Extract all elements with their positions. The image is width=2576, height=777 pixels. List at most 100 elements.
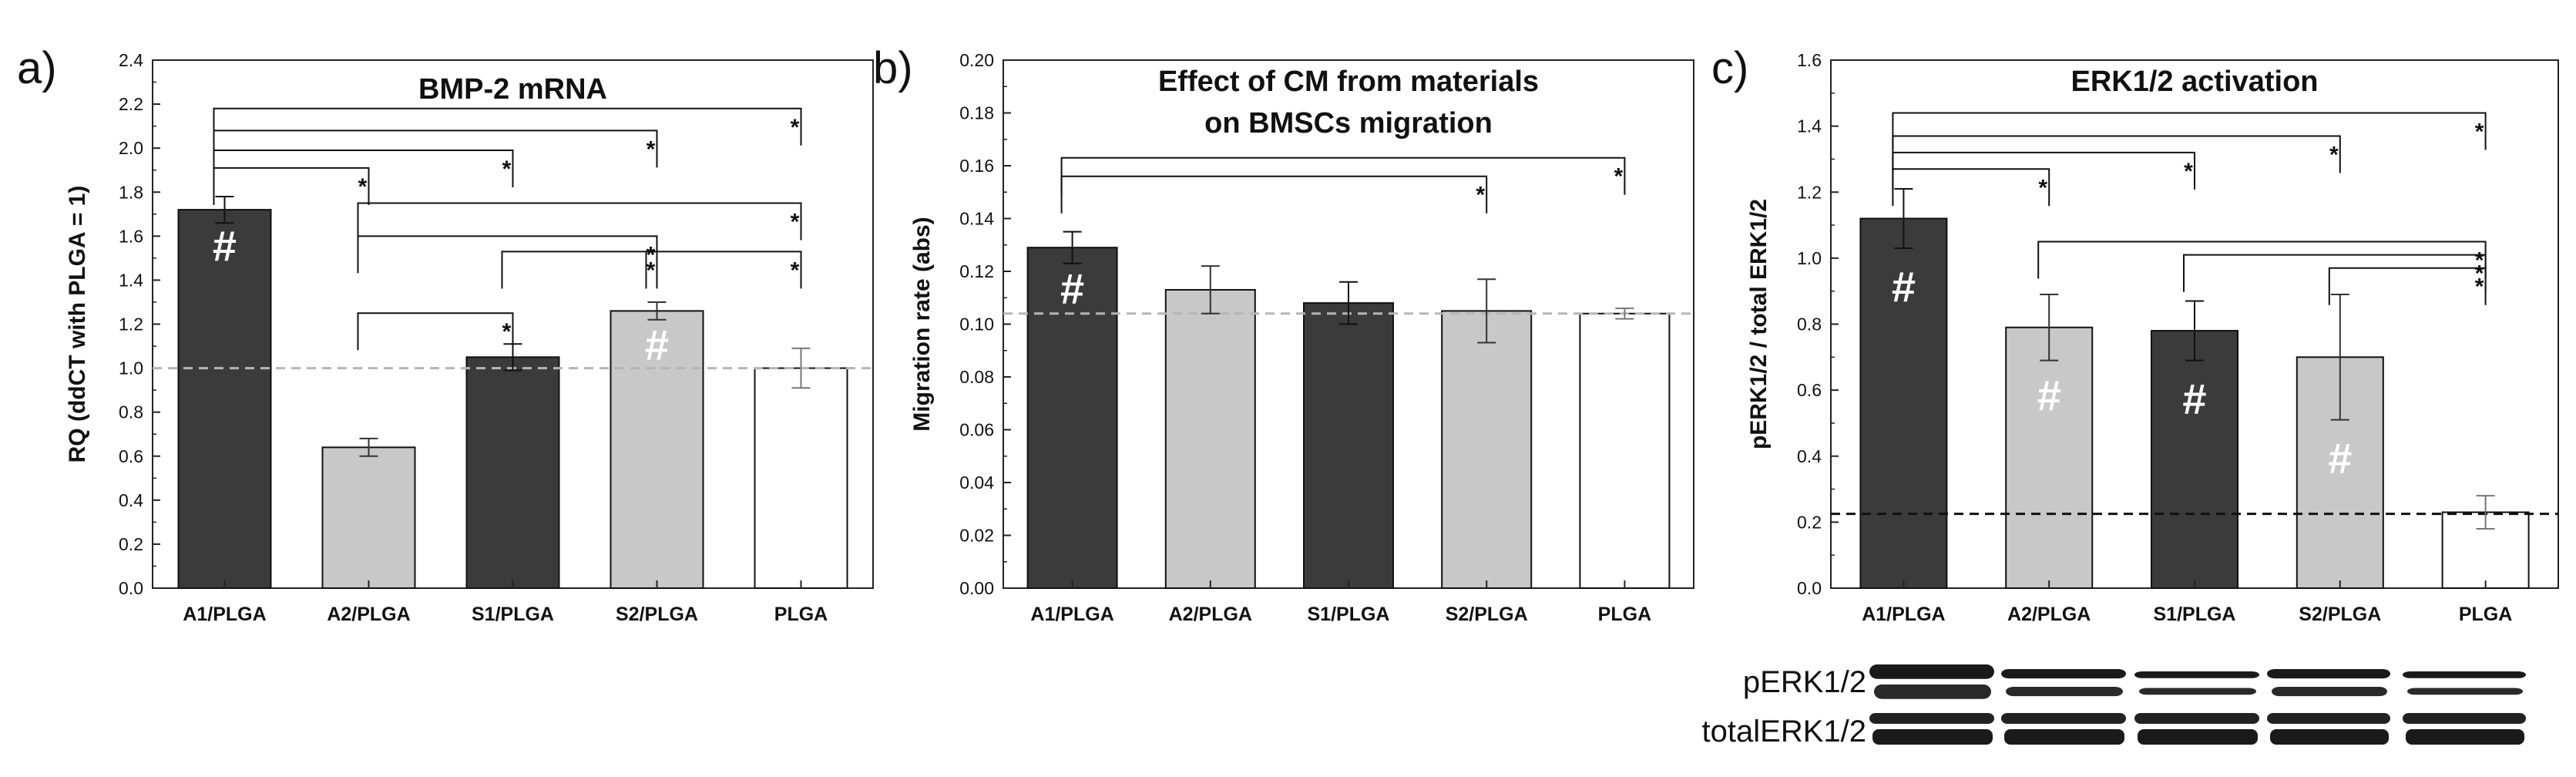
y-tick-label: 0.6 [119,446,143,466]
hash-mark: # [645,321,669,369]
y-tick-label: 1.2 [1797,182,1822,202]
blot-band [2139,688,2256,695]
blot-band [2403,671,2526,678]
x-tick-label: A2/PLGA [2007,604,2091,625]
y-tick-label: 2.0 [119,138,143,158]
bar [1164,288,1256,589]
y-tick-label: 2.2 [119,94,143,114]
hash-mark: # [1060,264,1084,313]
significance-bracket [213,130,658,168]
y-tick-label: 1.0 [1797,248,1822,268]
y-tick-label: 0.06 [959,420,994,440]
significance-bracket [1892,112,2487,150]
bar [754,367,848,589]
y-tick-label: 0.4 [1797,446,1822,466]
western-blot: pERK1/2 totalERK1/2 [1702,664,2526,748]
significance-bracket [213,150,514,188]
bar [2151,330,2238,589]
blot-band [2270,729,2389,745]
significance-star: * [647,257,656,283]
blot-band [2267,669,2390,679]
significance-star: * [791,210,800,235]
y-tick-label: 0.8 [119,402,143,422]
significance-star: * [2475,274,2484,300]
blot-band [2006,687,2123,697]
blot-band [2407,688,2523,695]
y-tick-label: 0.0 [119,578,143,598]
bar [1441,310,1533,589]
y-tick-label: 0.0 [1797,578,1822,598]
y-tick-label: 0.6 [1797,380,1822,400]
significance-bracket [2183,254,2487,292]
y-tick-label: 0.2 [1797,512,1822,532]
x-tick-label: S1/PLGA [1308,604,1390,625]
chart-title: ERK1/2 activation [2071,66,2319,98]
x-tick-label: S1/PLGA [2154,604,2236,625]
x-tick-label: PLGA [1598,604,1651,625]
bar [1026,247,1118,589]
significance-bracket [1060,175,1488,214]
x-tick-label: S1/PLGA [472,604,554,625]
panel-0: a) 0.0 0.2 0.4 0.6 0.8 1.0 1.2 1.4 1.6 1.8 2.0 2.2 2.… [17,43,874,625]
panel-1: b) 0.00 0.02 0.04 0.06 0.08 0.10 0.12 0.14 0.16 0.… [873,43,1694,625]
blot-band [2406,729,2524,745]
significance-star: * [502,319,512,345]
significance-star: * [2038,175,2047,200]
blot-label-total: totalERK1/2 [1702,715,1866,748]
x-tick-label: S2/PLGA [2299,604,2381,625]
significance-star: * [502,156,512,182]
significance-star: * [2184,159,2193,184]
hash-mark: # [2182,375,2206,423]
y-tick-label: 0.04 [959,473,994,493]
blot-band [2004,729,2124,745]
blot-band [1874,684,1991,699]
y-tick-label: 1.6 [119,226,143,246]
significance-bracket [213,107,802,146]
bar [1579,312,1671,589]
x-tick-label: PLGA [2459,604,2512,625]
bar [1303,302,1394,589]
hash-mark: # [2328,434,2352,483]
significance-star: * [647,242,656,267]
x-tick-label: S2/PLGA [1446,604,1528,625]
y-axis-label: Migration rate (abs) [909,217,935,431]
bar [610,310,704,589]
significance-bracket [1892,135,2341,173]
bar [2005,326,2094,589]
y-tick-label: 0.00 [959,578,994,598]
significance-bracket [1060,156,1626,195]
y-tick-label: 0.4 [119,490,143,510]
y-tick-label: 0.08 [959,367,994,387]
y-tick-label: 1.6 [1797,50,1822,70]
bar [465,356,560,589]
significance-bracket [501,251,658,289]
y-tick-label: 0.16 [959,156,994,176]
significance-star: * [647,136,656,162]
panel-2: c) 0.0 0.2 0.4 0.6 0.8 1.0 1.2 1.4 1.6 pERK1/2 / t… [1711,43,2559,625]
significance-star: * [2475,119,2484,145]
bar [321,446,416,589]
blot-label-perk: pERK1/2 [1743,665,1866,699]
x-tick-label: A2/PLGA [1169,604,1252,625]
x-tick-label: A2/PLGA [327,604,410,625]
x-tick-label: PLGA [774,604,828,625]
x-tick-label: A1/PLGA [1030,604,1113,625]
chart-title: BMP-2 mRNA [418,73,607,106]
y-tick-label: 1.4 [1797,116,1822,136]
x-tick-label: S2/PLGA [616,604,698,625]
y-tick-label: 1.2 [119,314,143,335]
blot-band [2134,671,2259,678]
hash-mark: # [1892,262,1916,311]
blot-band [2138,729,2258,745]
significance-star: * [2329,142,2339,167]
y-tick-label: 0.2 [119,534,143,554]
blot-band [1869,664,1994,679]
significance-bracket [213,166,370,205]
blot-band [1869,713,1994,724]
x-tick-label: A1/PLGA [183,604,266,625]
significance-star: * [791,115,800,140]
y-tick-label: 0.12 [959,261,994,281]
significance-star: * [791,257,800,283]
significance-bracket [357,312,514,351]
